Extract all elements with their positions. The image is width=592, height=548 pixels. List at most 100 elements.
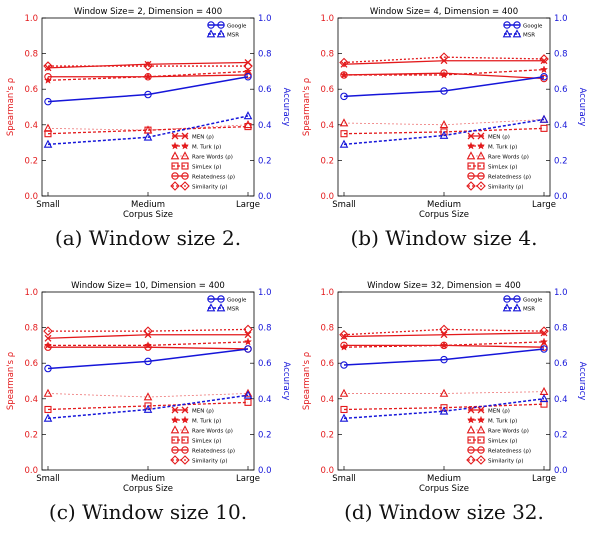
chart-c-point-simlex — [244, 398, 252, 406]
chart-a-legend-similarity-marker — [170, 181, 180, 191]
chart-c-point-m-turk — [243, 337, 253, 346]
chart-c-ytick-right-label: 1.0 — [258, 288, 272, 298]
chart-b-point-relatedness — [340, 71, 348, 79]
chart-c-series-google — [44, 345, 252, 373]
chart-b-ytick-left-label: 0.2 — [320, 156, 334, 166]
chart-d-xtick-label: Small — [332, 474, 356, 484]
chart-a-legend-similarity-marker2 — [180, 181, 190, 191]
chart-d-legend-label-relatedness: Relatedness (ρ) — [488, 449, 531, 455]
chart-d-legend-m-turk-marker2 — [476, 415, 486, 424]
chart-a-ytick-right-label: 0.8 — [258, 50, 272, 60]
chart-a-point-similarity — [243, 61, 253, 71]
chart-b-legend-relatedness-marker2 — [477, 172, 485, 180]
chart-b-ytick-left-label: 0.4 — [320, 121, 334, 131]
chart-b-legend-similarity-marker2 — [476, 181, 486, 191]
chart-b-series-msr — [339, 114, 549, 148]
chart-d-point-rare-words — [439, 388, 449, 397]
chart-b-line-google — [343, 75, 545, 98]
chart-c-ytick-right-label: 0.2 — [258, 430, 272, 440]
chart-b-legend-label-relatedness: Relatedness (ρ) — [488, 175, 531, 181]
chart-b-plot-frame — [337, 17, 551, 197]
chart-a-ytick-right-label: 0.2 — [258, 156, 272, 166]
chart-c-point-similarity — [143, 326, 153, 336]
chart-a-point-simlex — [44, 130, 52, 138]
chart-b-legend-label-similarity: Similarity (ρ) — [488, 185, 524, 191]
chart-b-point-rare-words — [439, 120, 449, 129]
chart-d-legend-similarity-marker2 — [476, 455, 486, 465]
chart-c-legend-men-marker — [171, 406, 179, 414]
chart-c-ytick-right-label: 0.4 — [258, 395, 272, 405]
chart-d-line-similarity — [343, 328, 545, 336]
chart-d-legend-left-axis: MEN (ρ) M. Turk (ρ) Rare Words (ρ) SimLex (… — [466, 406, 531, 465]
chart-b-ytick-right-label: 0.2 — [554, 156, 568, 166]
chart-d-point-similarity — [339, 329, 349, 340]
chart-a-series-similarity — [43, 61, 253, 71]
chart-panel-d: Window Size= 32, Dimension = 400 0.0 0.0 0.… — [296, 274, 592, 548]
chart-c-legend-similarity-marker2 — [180, 455, 190, 465]
chart-c-title: Window Size= 10, Dimension = 400 — [71, 281, 225, 291]
chart-c-ytick-right-label: 0.0 — [258, 466, 272, 476]
chart-a-xtick-label: Small — [36, 200, 60, 210]
chart-b-point-google — [440, 87, 448, 95]
chart-a-ytick-left-label: 1.0 — [24, 14, 38, 24]
chart-a-point-google — [144, 90, 152, 99]
chart-c-point-similarity — [43, 326, 53, 336]
chart-c-ytick-left-label: 0.6 — [24, 359, 38, 369]
chart-c-legend-label-google: Google — [227, 298, 247, 304]
chart-b-point-men — [340, 60, 348, 68]
chart-b-legend-google-marker — [503, 21, 511, 29]
chart-a-point-google — [244, 72, 252, 81]
chart-d-plot-frame — [337, 291, 551, 471]
chart-c-svg: Window Size= 10, Dimension = 400 0.0 0.0 0.… — [6, 281, 291, 494]
chart-a-series-men — [44, 59, 252, 72]
chart-c-point-rare-words — [243, 388, 253, 397]
chart-c-ylabel-left: Spearman's ρ — [6, 352, 16, 410]
chart-a-plot-frame — [41, 17, 255, 197]
chart-a-legend-msr-marker2 — [216, 29, 226, 38]
chart-a-legend-relatedness-marker2 — [181, 172, 189, 180]
chart-a-ytick-right-label: 0.0 — [258, 192, 272, 202]
chart-b-point-similarity — [339, 57, 349, 68]
chart-d-point-m-turk — [539, 337, 549, 346]
chart-c-legend-simlex-marker2 — [181, 436, 189, 444]
chart-d-line-msr — [343, 398, 545, 420]
chart-b-series-google — [340, 72, 548, 101]
chart-a-series-msr — [43, 111, 253, 148]
chart-a-legend-m-turk-marker — [170, 141, 180, 150]
chart-d-ytick-left-label: 0.2 — [320, 430, 334, 440]
chart-b-ytick-right-label: 0.6 — [554, 85, 568, 95]
chart-panel-c: Window Size= 10, Dimension = 400 0.0 0.0 0.… — [0, 274, 296, 548]
chart-b-point-msr — [339, 139, 349, 148]
chart-a-ylabel-right: Accuracy — [281, 88, 291, 127]
chart-d-legend-simlex-marker — [467, 436, 475, 444]
caption-c: (c) Window size 10. — [48, 500, 248, 524]
chart-c-series-similarity — [43, 324, 253, 336]
caption-a: (a) Window size 2. — [54, 226, 242, 250]
chart-d-legend-right-axis: Google MSR — [502, 295, 543, 313]
chart-c-legend-m-turk-marker — [170, 415, 180, 424]
chart-c-legend-right-axis: Google MSR — [206, 295, 247, 313]
chart-a-ytick-left-label: 0.4 — [24, 121, 38, 131]
chart-c-point-simlex — [44, 405, 52, 414]
chart-d-point-simlex — [340, 405, 348, 414]
chart-c-point-men — [244, 331, 252, 339]
chart-d-title: Window Size= 32, Dimension = 400 — [367, 281, 521, 291]
chart-a-ylabel-left: Spearman's ρ — [6, 78, 16, 136]
chart-b-point-relatedness — [440, 69, 448, 77]
chart-a-point-simlex — [244, 123, 252, 131]
chart-d-legend-rare-words-marker2 — [476, 425, 486, 434]
chart-c-line-relatedness — [48, 346, 249, 350]
chart-b-legend-rare-words-marker — [466, 151, 476, 160]
chart-b-ytick-left-label: 0.6 — [320, 85, 334, 95]
chart-c-ylabel-right: Accuracy — [281, 362, 291, 401]
chart-b-legend-label-google: Google — [523, 24, 543, 30]
chart-a-legend-google-marker — [207, 21, 215, 29]
chart-b-svg: Window Size= 4, Dimension = 400 0.0 0.0 0.2… — [302, 7, 587, 220]
chart-d-ytick-right-label: 0.0 — [554, 466, 568, 476]
chart-b-legend-similarity-marker — [466, 181, 476, 191]
chart-a-point-similarity — [43, 61, 53, 71]
chart-c-legend-m-turk-marker2 — [180, 415, 190, 424]
chart-b-point-simlex — [340, 130, 348, 138]
chart-b-xlabel: Corpus Size — [419, 210, 469, 220]
chart-b-ytick-left-label: 0.8 — [320, 50, 334, 60]
